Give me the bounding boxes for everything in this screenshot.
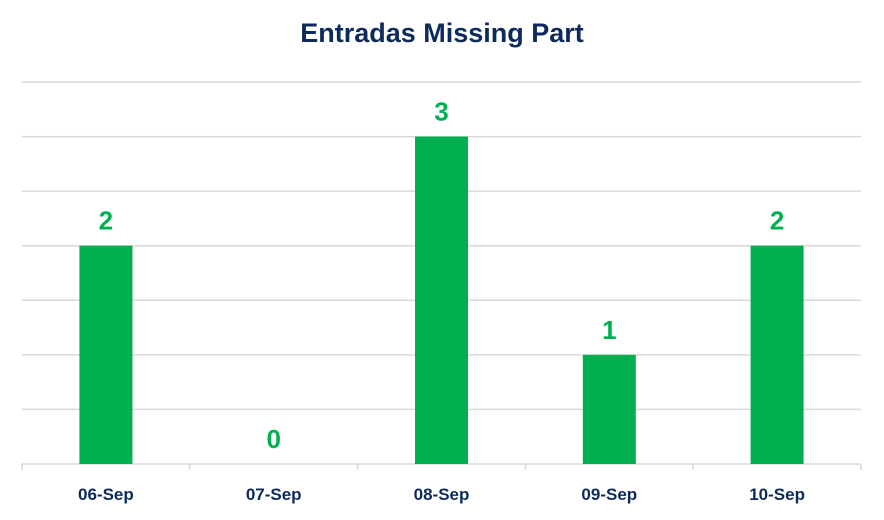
bar-09-sep xyxy=(582,354,636,464)
data-label: 1 xyxy=(602,315,616,345)
data-label: 3 xyxy=(434,97,448,127)
bar-08-sep xyxy=(415,136,468,465)
bar-06-sep xyxy=(79,245,133,464)
x-tick-label: 08-Sep xyxy=(414,485,470,504)
bar-10-sep xyxy=(750,245,804,464)
x-tick-label: 10-Sep xyxy=(749,485,805,504)
data-label: 2 xyxy=(770,206,784,236)
x-tick-label: 09-Sep xyxy=(581,485,637,504)
x-tick-label: 07-Sep xyxy=(246,485,302,504)
chart-title: Entradas Missing Part xyxy=(300,18,584,48)
data-label: 0 xyxy=(266,424,280,454)
data-label: 2 xyxy=(99,206,113,236)
x-tick-label: 06-Sep xyxy=(78,485,134,504)
